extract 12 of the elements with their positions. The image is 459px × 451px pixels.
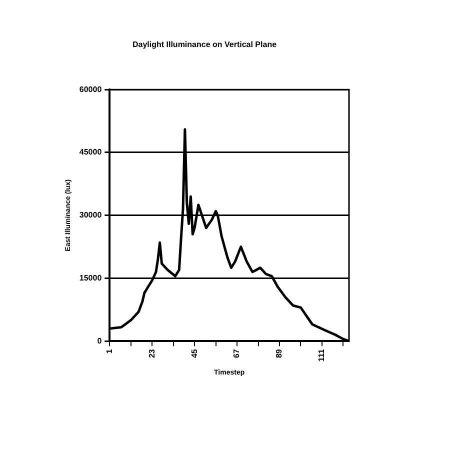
x-tick-label: 1: [104, 348, 114, 354]
x-tick-label: 67: [232, 348, 242, 358]
x-tick-label: 45: [190, 348, 199, 358]
x-tick-label: 89: [274, 348, 284, 358]
y-tick-label: 60000: [79, 84, 102, 94]
y-tick-label: 30000: [79, 210, 102, 220]
y-tick-label: 15000: [79, 273, 102, 282]
y-tick-label: 45000: [79, 148, 102, 157]
y-tick-label: 0: [97, 336, 102, 346]
chart-title: Daylight Illuminance on Vertical Plane: [132, 40, 278, 50]
x-tick-label: 23: [147, 348, 156, 358]
x-tick-label: 111: [317, 348, 326, 362]
